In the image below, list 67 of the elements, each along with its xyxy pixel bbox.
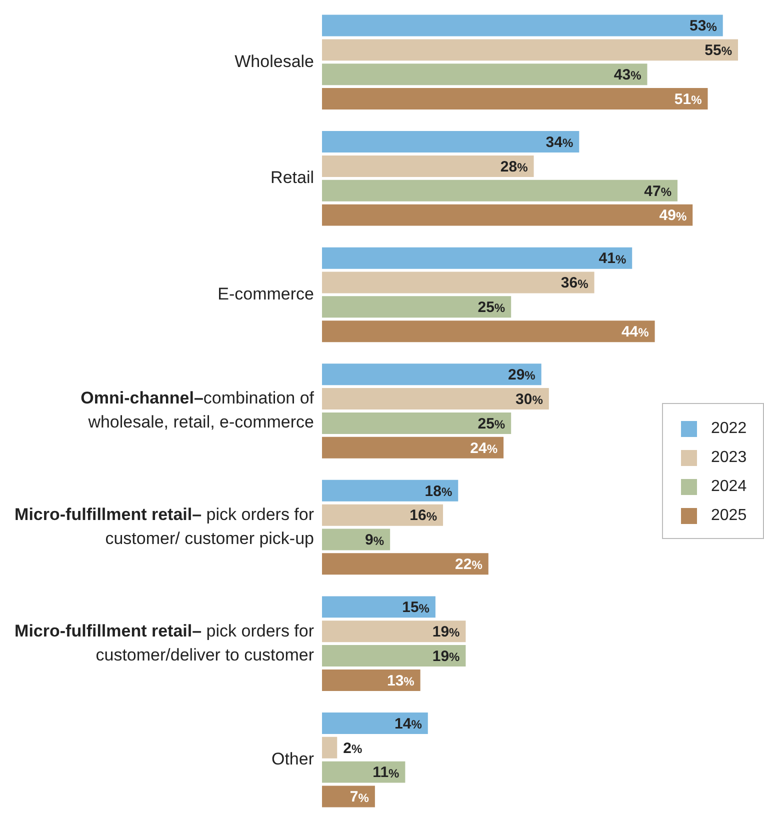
data-label: 28%	[500, 158, 528, 176]
y-tick-label: Wholesale	[234, 52, 314, 71]
data-label: 7%	[350, 788, 370, 806]
bar	[322, 504, 444, 526]
bar	[322, 645, 466, 667]
bar	[322, 436, 504, 458]
bar	[322, 296, 512, 318]
data-label: 15%	[402, 599, 430, 616]
bar	[322, 364, 542, 386]
data-label: 44%	[621, 323, 650, 340]
data-label: 34%	[546, 134, 574, 151]
bar	[322, 712, 428, 734]
legend-label: 2025	[711, 506, 747, 524]
data-label: 41%	[598, 250, 626, 268]
category-label: Micro-fulfillment retail– pick orders for customer/deliver to customer	[14, 621, 314, 664]
data-label: 14%	[394, 715, 422, 732]
y-tick-label: E-commerce	[218, 284, 314, 304]
data-label: 9%	[365, 532, 384, 549]
data-label: 18%	[424, 482, 452, 500]
bar	[322, 669, 420, 691]
y-tick-label: Other	[271, 750, 314, 769]
bar	[322, 553, 488, 575]
data-label: 49%	[659, 207, 687, 224]
legend-label: 2024	[711, 478, 747, 496]
bar	[322, 412, 512, 434]
data-label: 22%	[455, 556, 483, 574]
bar	[322, 247, 632, 269]
data-label: 29%	[508, 366, 536, 384]
data-label: 19%	[432, 648, 460, 665]
y-tick-label: Retail	[270, 168, 314, 188]
data-label: 11%	[372, 764, 400, 782]
data-label: 36%	[560, 274, 589, 292]
bar	[322, 204, 693, 226]
bar	[322, 596, 436, 618]
data-label: 30%	[516, 390, 544, 408]
data-label: 25%	[478, 299, 506, 316]
bar	[322, 388, 549, 410]
bar	[322, 39, 738, 61]
bar	[322, 761, 406, 783]
category-label: Omni-channel–combination of wholesale, retail, e-commerce	[80, 388, 314, 432]
data-label: 43%	[614, 66, 642, 84]
data-label: 47%	[644, 182, 672, 200]
bar	[322, 528, 390, 550]
data-label: 24%	[470, 440, 498, 457]
bar	[322, 180, 678, 202]
bar	[322, 786, 375, 808]
data-label: 2%	[343, 740, 362, 757]
data-label: 53%	[690, 18, 718, 35]
data-label: 51%	[674, 90, 702, 108]
bar	[322, 272, 594, 294]
category-label: Micro-fulfillment retail– pick orders for customer/ customer pick-up	[14, 504, 314, 548]
data-label: 16%	[410, 507, 438, 524]
bar	[322, 320, 655, 342]
data-label: 19%	[432, 624, 460, 640]
bar	[322, 14, 723, 36]
bar	[322, 620, 466, 642]
bar	[322, 131, 580, 153]
data-label: 25%	[478, 415, 506, 432]
data-label: 13%	[386, 672, 415, 690]
legend-label: 2023	[711, 448, 747, 466]
bar	[322, 155, 534, 177]
legend-label: 2022	[711, 420, 747, 438]
bar	[322, 480, 458, 502]
bar	[322, 88, 708, 110]
bar	[322, 64, 648, 86]
bar	[322, 736, 338, 758]
data-label: 55%	[704, 42, 732, 60]
